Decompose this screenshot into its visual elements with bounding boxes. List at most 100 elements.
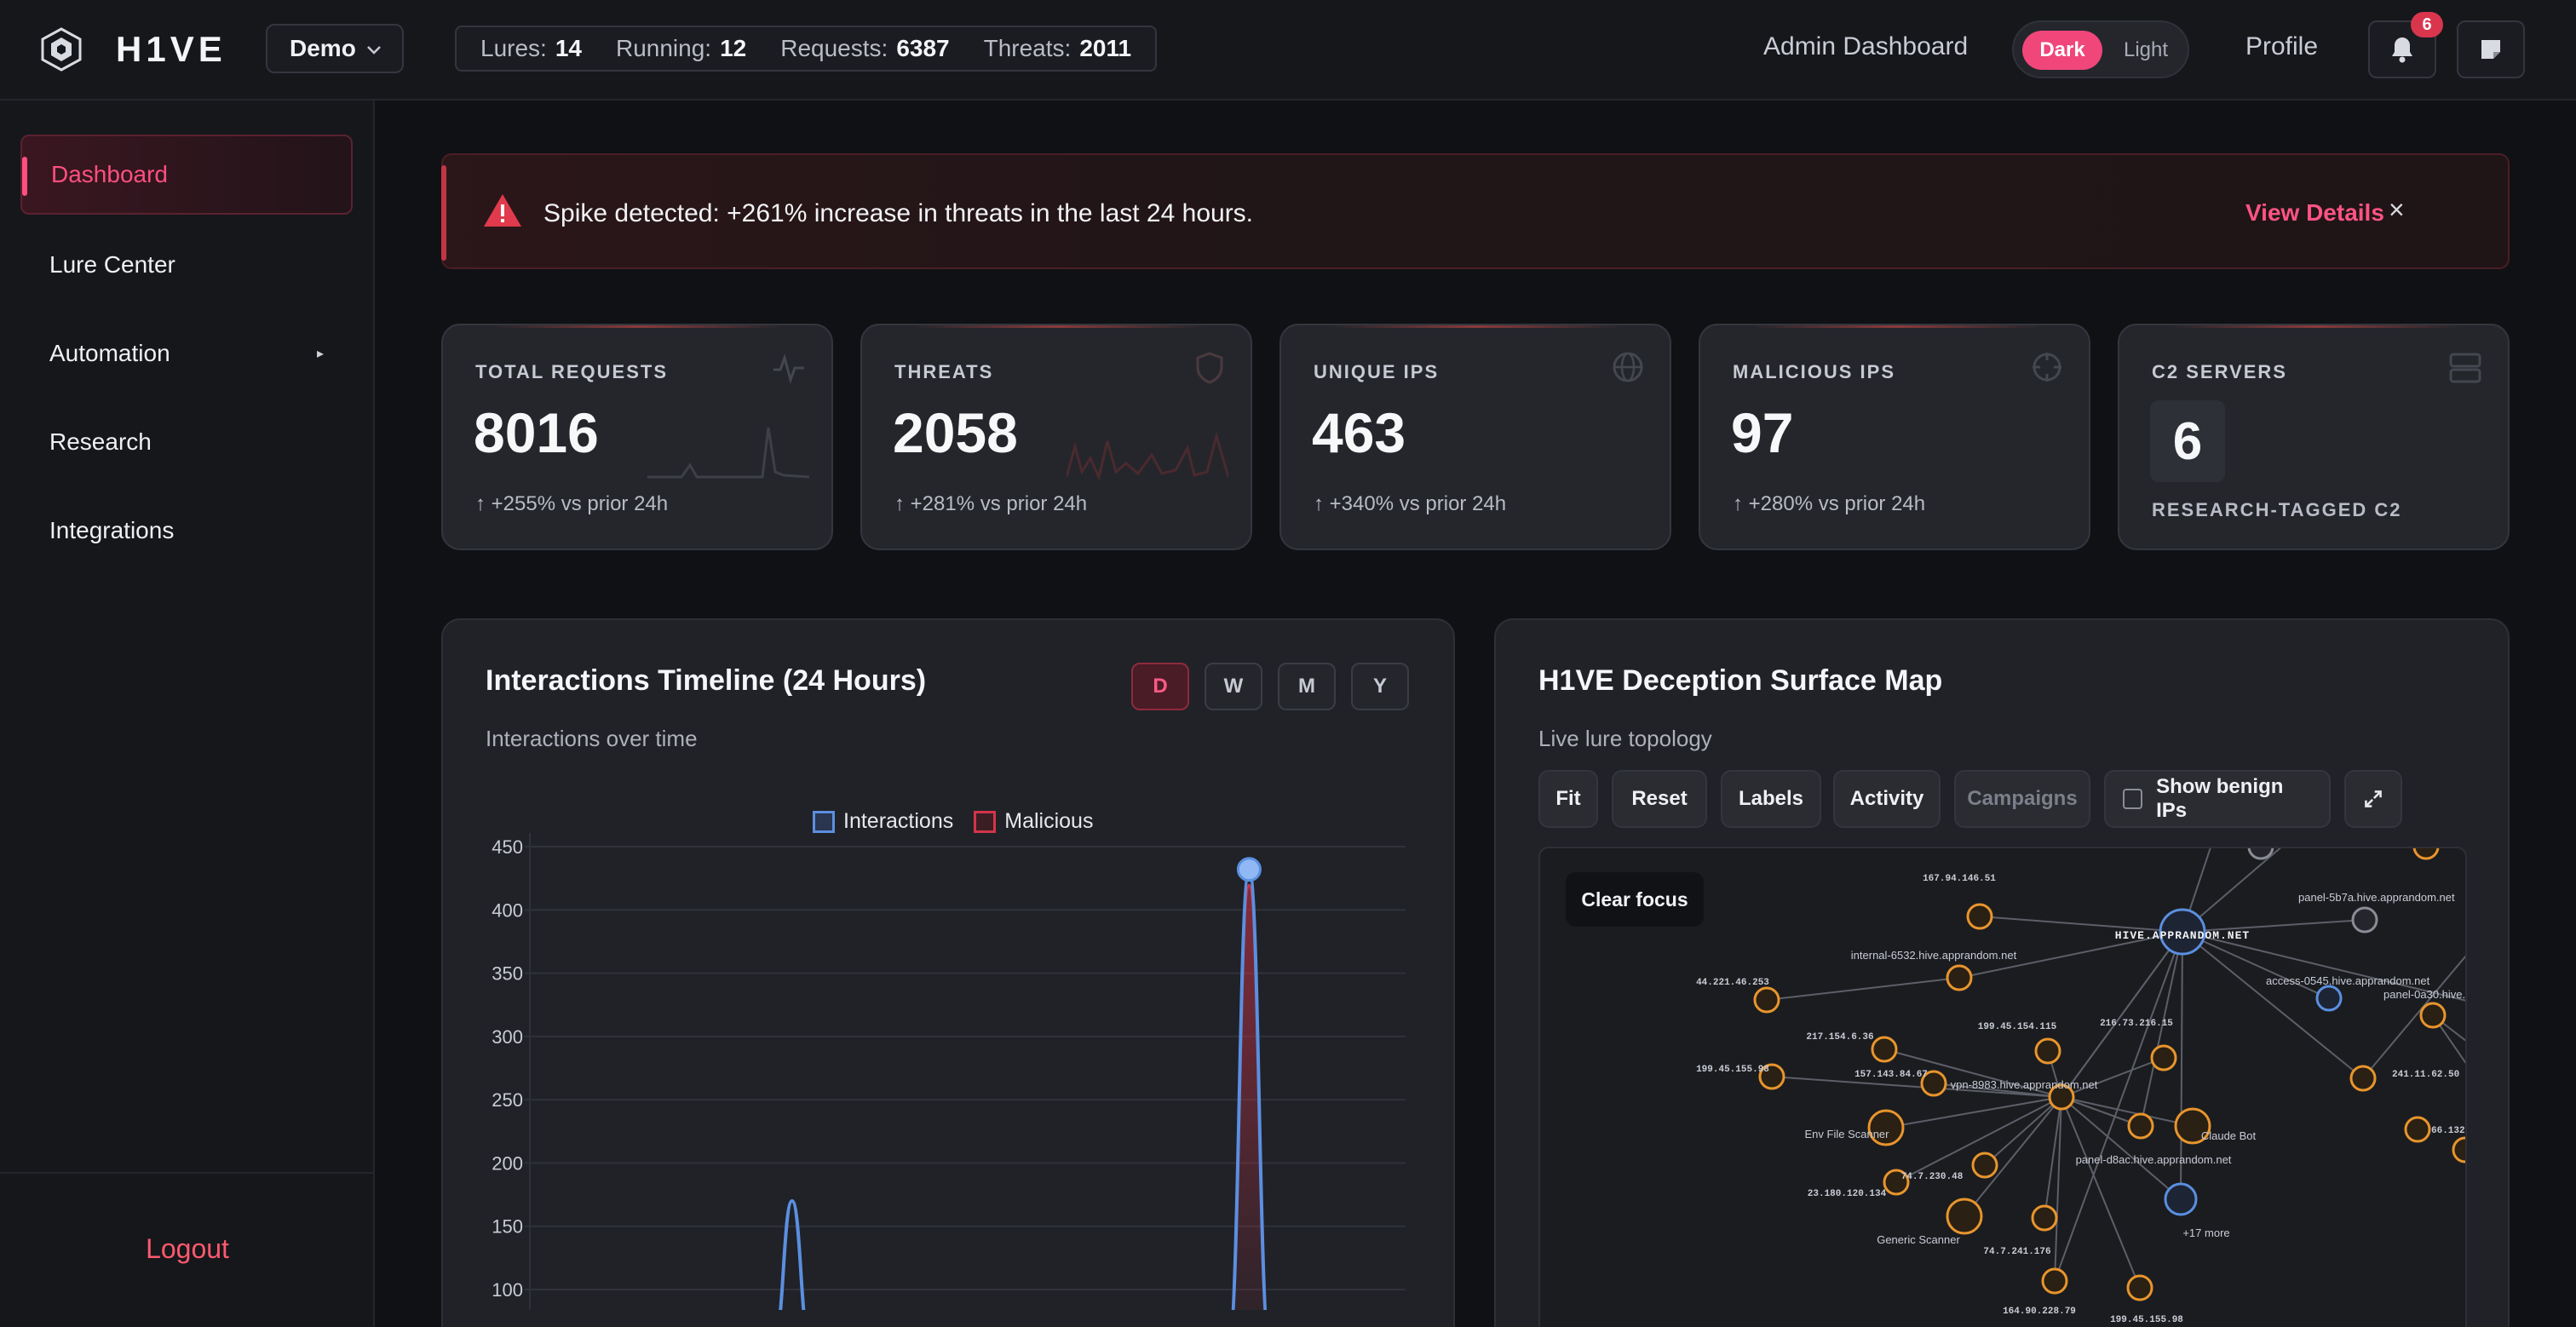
graph-node[interactable] xyxy=(1867,1109,1905,1146)
reset-button[interactable]: Reset xyxy=(1612,770,1707,828)
graph-node[interactable] xyxy=(2150,1044,2177,1071)
graph-edge xyxy=(2044,1096,2062,1219)
range-week-button[interactable]: W xyxy=(1205,663,1262,710)
graph-edge xyxy=(1771,1076,2062,1098)
kpi-value: 463 xyxy=(1312,401,1406,464)
graph-node[interactable] xyxy=(2351,906,2378,933)
graph-node[interactable] xyxy=(1946,964,1973,991)
graph-edge xyxy=(1979,916,2183,933)
legend-item-interactions[interactable]: Interactions xyxy=(813,809,953,834)
graph-node[interactable] xyxy=(1920,1070,1947,1097)
globe-icon xyxy=(1613,352,1643,382)
kpi-sparkline xyxy=(1067,431,1228,480)
campaigns-button[interactable]: Campaigns xyxy=(1954,770,2090,828)
clear-focus-button[interactable]: Clear focus xyxy=(1566,872,1704,927)
activity-button[interactable]: Activity xyxy=(1833,770,1941,828)
sidebar-item-automation[interactable]: Automation ▸ xyxy=(20,313,353,394)
graph-node[interactable] xyxy=(1966,903,1993,930)
graph-node-label: 157.143.84.67 xyxy=(1854,1070,1928,1080)
range-year-button[interactable]: Y xyxy=(1351,663,1409,710)
checkbox-label: Show benign IPs xyxy=(2156,775,2284,822)
graph-node[interactable] xyxy=(2247,848,2274,860)
graph-node-label: panel-d8ac.hive.apprandom.net xyxy=(2076,1153,2232,1166)
stat-running: Running: 12 xyxy=(615,35,747,61)
sidebar-item-dashboard[interactable]: Dashboard xyxy=(20,135,353,215)
kpi-value: 2058 xyxy=(893,401,1018,464)
graph-node[interactable] xyxy=(1883,1169,1910,1196)
sidebar-item-lure-center[interactable]: Lure Center xyxy=(20,225,353,305)
data-point-peak[interactable] xyxy=(1236,857,1262,882)
graph-node[interactable] xyxy=(2164,1182,2198,1216)
graph-edge xyxy=(2054,931,2183,1282)
notifications-badge: 6 xyxy=(2411,12,2443,37)
fit-button[interactable]: Fit xyxy=(1538,770,1598,828)
theme-light-option[interactable]: Light xyxy=(2123,38,2169,61)
graph-node[interactable] xyxy=(2349,1065,2377,1092)
topology-canvas[interactable]: HIVE.APPRANDOM.NET 167.94.146.51 panel-5b7… xyxy=(1538,847,2467,1327)
graph-edge xyxy=(1883,1048,2062,1098)
admin-dashboard-link[interactable]: Admin Dashboard xyxy=(1763,32,1969,60)
graph-node[interactable] xyxy=(1971,1152,1998,1179)
server-icon xyxy=(2449,353,2481,383)
graph-edge xyxy=(2061,1096,2141,1289)
stat-lures: Lures: 14 xyxy=(480,35,582,61)
graph-node[interactable] xyxy=(2452,1136,2467,1163)
graph-node-label: Env File Scanner xyxy=(1805,1128,1890,1140)
labels-button[interactable]: Labels xyxy=(1721,770,1821,828)
logout-button[interactable]: Logout xyxy=(146,1233,229,1264)
graph-node[interactable] xyxy=(2048,1083,2075,1111)
graph-node[interactable] xyxy=(2419,1002,2447,1029)
graph-node[interactable] xyxy=(2041,1267,2068,1295)
graph-node[interactable] xyxy=(2412,848,2440,860)
graph-node[interactable] xyxy=(2174,1107,2211,1145)
range-day-button[interactable]: D xyxy=(1131,663,1189,710)
graph-node-label: 66.132.1 xyxy=(2431,1126,2467,1136)
hive-logo-icon xyxy=(41,27,82,72)
map-title: H1VE Deception Surface Map xyxy=(1538,664,1943,697)
graph-node-label: 199.45.155.98 xyxy=(2110,1315,2183,1325)
graph-edge xyxy=(2182,931,2465,1002)
graph-node[interactable] xyxy=(2315,985,2343,1012)
legend-item-malicious[interactable]: Malicious xyxy=(974,809,1093,834)
fullscreen-button[interactable] xyxy=(2344,770,2402,828)
graph-hub-node[interactable] xyxy=(2159,908,2206,956)
sidebar-item-integrations[interactable]: Integrations xyxy=(20,491,353,571)
graph-node[interactable] xyxy=(1946,1198,1983,1235)
close-icon[interactable]: × xyxy=(2389,194,2405,225)
kpi-value: 97 xyxy=(1731,401,1794,464)
graph-node[interactable] xyxy=(1753,986,1780,1014)
workspace-select-value: Demo xyxy=(290,35,356,61)
graph-node[interactable] xyxy=(2126,1274,2153,1301)
kpi-label: TOTAL REQUESTS xyxy=(475,361,669,382)
graph-node[interactable] xyxy=(2404,1116,2431,1143)
graph-node-label: 217.154.6.36 xyxy=(1806,1032,1873,1043)
theme-toggle[interactable]: Dark Light xyxy=(2012,20,2189,78)
graph-node[interactable] xyxy=(2034,1037,2061,1065)
bell-icon xyxy=(2392,37,2412,63)
graph-node-label: 23.180.120.134 xyxy=(1808,1189,1887,1199)
sidebar-item-research[interactable]: Research xyxy=(20,402,353,482)
theme-dark-option[interactable]: Dark xyxy=(2022,31,2102,70)
graph-node[interactable] xyxy=(2031,1204,2058,1232)
graph-node[interactable] xyxy=(2127,1112,2154,1140)
checkbox[interactable] xyxy=(2123,789,2143,809)
notes-button[interactable] xyxy=(2457,20,2525,78)
legend-label: Interactions xyxy=(843,809,954,833)
range-month-button[interactable]: M xyxy=(1278,663,1336,710)
timeline-title: Interactions Timeline (24 Hours) xyxy=(486,664,927,697)
series-interactions-line xyxy=(779,1198,806,1310)
topology-graph[interactable]: HIVE.APPRANDOM.NET 167.94.146.51 panel-5b7… xyxy=(1540,848,2467,1327)
view-details-link[interactable]: View Details xyxy=(2245,199,2384,226)
shield-icon xyxy=(1196,352,1223,384)
graph-edge xyxy=(1885,1096,2062,1129)
show-benign-ips-toggle[interactable]: Show benign IPs xyxy=(2104,770,2331,828)
profile-link[interactable]: Profile xyxy=(2245,32,2319,60)
graph-edge xyxy=(2180,931,2183,1200)
graph-node-label: internal-6532.hive.apprandom.net xyxy=(1851,949,2017,962)
graph-edge xyxy=(2182,931,2330,999)
graph-node[interactable] xyxy=(1758,1063,1785,1090)
workspace-select[interactable]: Demo xyxy=(266,24,404,73)
sidebar-item-label: Research xyxy=(49,428,152,455)
graph-node[interactable] xyxy=(1871,1036,1898,1063)
sidebar-item-label: Dashboard xyxy=(51,161,168,187)
